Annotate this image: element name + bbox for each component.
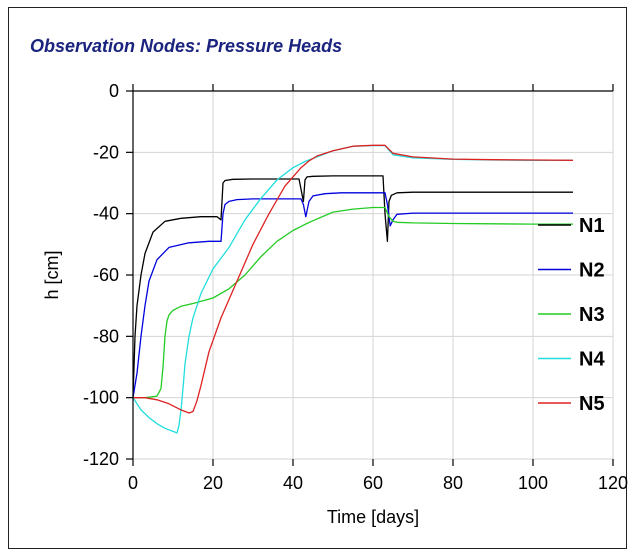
series-line-n1 [132,175,573,398]
series-line-n4 [132,144,573,434]
legend-label-n1: N1 [579,215,605,237]
y-tick-label: -80 [93,326,119,346]
legend-label-n4: N4 [579,349,605,371]
series-line-n3 [133,206,573,399]
y-axis-label: h [cm] [42,250,62,299]
axes: 0 20 40 60 80 100 120 0 -20 -40 -60 -80 -100 -120 [83,81,628,493]
x-tick-label: 120 [598,473,628,493]
y-tick-label: -100 [83,388,119,408]
x-tick-label: 40 [283,473,303,493]
x-tick-label: 100 [518,473,548,493]
y-tick-label: -60 [93,265,119,285]
y-tick-label: 0 [109,81,119,101]
x-axis-label: Time [days] [327,507,419,527]
legend-label-n5: N5 [579,393,605,415]
legend-label-n3: N3 [579,304,605,326]
x-tick-label: 60 [363,473,383,493]
y-tick-label: -40 [93,204,119,224]
x-tick-label: 20 [203,473,223,493]
y-tick-label: -120 [83,449,119,469]
x-tick-label: 80 [443,473,463,493]
series-lines [132,144,574,434]
legend: N1 N2 N3 N4 N5 [538,215,605,415]
x-tick-label: 0 [128,473,138,493]
series-line-n5 [133,144,574,414]
legend-label-n2: N2 [579,260,605,282]
chart-title: Observation Nodes: Pressure Heads [30,36,343,56]
y-tick-label: -20 [93,142,119,162]
series-line-n2 [132,192,573,398]
